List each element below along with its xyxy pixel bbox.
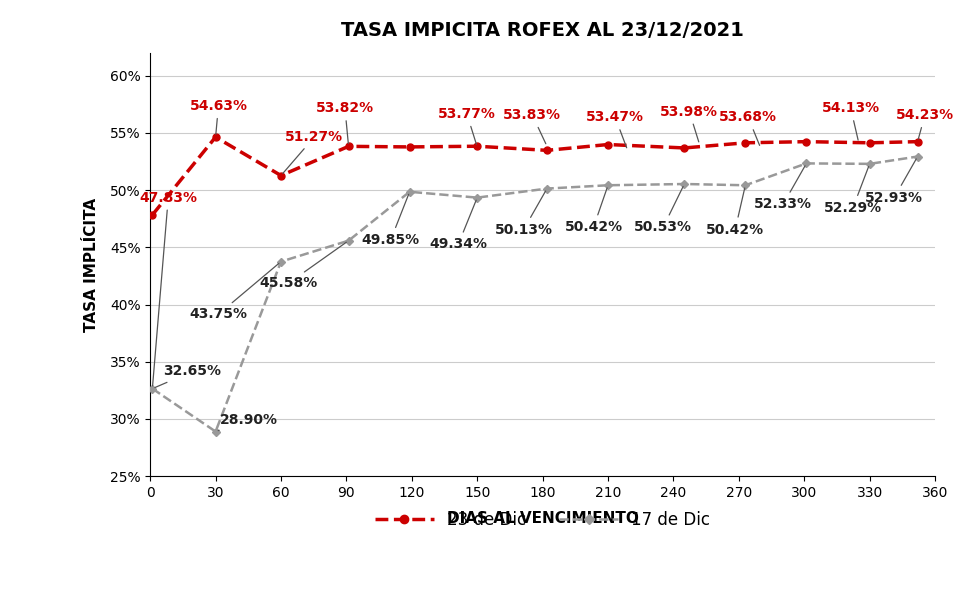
Text: 49.85%: 49.85% xyxy=(362,195,419,247)
Text: 49.34%: 49.34% xyxy=(429,200,487,251)
Text: 52.93%: 52.93% xyxy=(865,159,923,204)
Text: 53.82%: 53.82% xyxy=(316,101,374,144)
Text: 32.65%: 32.65% xyxy=(155,364,221,388)
Text: 50.42%: 50.42% xyxy=(564,188,622,235)
Text: 43.75%: 43.75% xyxy=(189,264,279,321)
X-axis label: DIAS AL VENCIMIENTO: DIAS AL VENCIMIENTO xyxy=(447,511,639,526)
Text: 53.98%: 53.98% xyxy=(661,105,718,142)
Text: 54.23%: 54.23% xyxy=(896,108,954,139)
Text: 28.90%: 28.90% xyxy=(219,413,278,431)
Text: 50.53%: 50.53% xyxy=(634,187,692,235)
Y-axis label: TASA IMPLÍCITA: TASA IMPLÍCITA xyxy=(83,198,99,331)
Text: 54.63%: 54.63% xyxy=(189,99,247,135)
Text: 51.27%: 51.27% xyxy=(283,130,343,173)
Legend: 23 de Dic, 17 de Dic: 23 de Dic, 17 de Dic xyxy=(368,504,716,536)
Text: 50.13%: 50.13% xyxy=(495,191,553,236)
Text: 50.42%: 50.42% xyxy=(707,188,764,236)
Text: 45.58%: 45.58% xyxy=(259,242,346,290)
Text: 53.68%: 53.68% xyxy=(719,110,777,145)
Text: 52.29%: 52.29% xyxy=(824,167,882,215)
Text: 53.83%: 53.83% xyxy=(504,108,562,144)
Title: TASA IMPICITA ROFEX AL 23/12/2021: TASA IMPICITA ROFEX AL 23/12/2021 xyxy=(341,21,744,40)
Text: 54.13%: 54.13% xyxy=(821,101,880,140)
Text: 52.33%: 52.33% xyxy=(754,166,812,211)
Text: 53.77%: 53.77% xyxy=(438,107,496,144)
Text: 47.83%: 47.83% xyxy=(139,190,197,386)
Text: 53.47%: 53.47% xyxy=(586,110,644,148)
